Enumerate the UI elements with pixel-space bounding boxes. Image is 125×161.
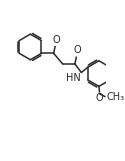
Text: O: O [96,93,103,103]
Text: O: O [74,45,81,55]
Text: CH₃: CH₃ [107,92,125,102]
Text: HN: HN [66,73,81,83]
Text: O: O [52,34,60,44]
